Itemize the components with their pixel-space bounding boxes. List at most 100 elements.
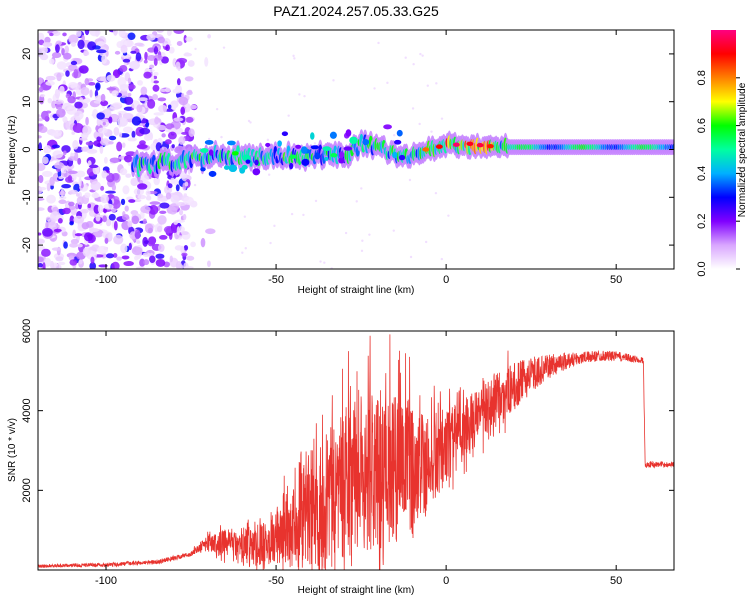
heatmap-cell [108, 135, 117, 141]
heatmap-cell [81, 132, 89, 139]
heatmap-cell [184, 181, 189, 187]
heatmap-cell [137, 97, 148, 102]
heatmap-cell [204, 57, 209, 67]
heatmap-cell [200, 237, 206, 248]
heatmap-cell [116, 256, 122, 261]
heatmap-cell [149, 255, 156, 263]
heatmap-cell [140, 86, 148, 96]
heatmap-cell [83, 232, 93, 242]
y-tick-label: 0 [21, 146, 33, 152]
heatmap-cell [38, 174, 44, 184]
heatmap-cell [131, 130, 136, 139]
heatmap-cell [108, 213, 116, 221]
heatmap-cell [38, 47, 46, 52]
x-tick-label: -100 [95, 274, 117, 286]
heatmap-cell [207, 137, 211, 141]
heatmap-cell [59, 85, 65, 94]
heatmap-cell [181, 252, 188, 257]
heatmap-cell [38, 263, 43, 268]
heatmap-cell [38, 77, 43, 85]
heatmap-cell [476, 142, 484, 148]
heatmap-cell [220, 135, 223, 139]
heatmap-cell [68, 189, 79, 195]
heatmap-cell [396, 129, 403, 137]
heatmap-cell [123, 261, 134, 267]
heatmap-cell [73, 68, 79, 79]
colorbar-tick-label: 0.0 [696, 261, 708, 276]
heatmap-cell [89, 228, 100, 232]
heatmap-cell [74, 101, 83, 109]
heatmap-cell [383, 124, 392, 130]
heatmap-cell [119, 168, 128, 176]
heatmap-cell [122, 142, 126, 148]
heatmap-cell [188, 128, 195, 137]
heatmap-cell [122, 113, 134, 120]
heatmap-cell [65, 70, 70, 77]
y-tick-label: 2000 [21, 478, 33, 502]
heatmap-cell [187, 60, 195, 67]
heatmap-cell [41, 170, 53, 178]
heatmap-cell [319, 260, 322, 263]
heatmap-cell [58, 199, 67, 205]
heatmap-cell [149, 201, 161, 205]
heatmap-cell [56, 108, 66, 118]
heatmap-cell [310, 132, 315, 140]
heatmap-cell [265, 142, 271, 147]
heatmap-cell [254, 159, 259, 166]
heatmap-cell [56, 61, 67, 70]
heatmap-cell [76, 243, 83, 248]
heatmap-cell [75, 170, 86, 178]
heatmap-cell [153, 58, 158, 66]
heatmap-cell [184, 52, 190, 57]
heatmap-cell [176, 41, 183, 47]
heatmap-cell [142, 218, 147, 225]
heatmap-cell [108, 141, 114, 145]
heatmap-cell [76, 192, 80, 197]
x-tick-label: -100 [95, 575, 117, 587]
heatmap-cell [99, 144, 104, 155]
heatmap-cell [281, 131, 289, 137]
heatmap-cell [56, 224, 60, 228]
heatmap-cell [61, 184, 72, 189]
heatmap-cell [68, 201, 75, 207]
snr-ylabel: SNR (10 * v/v) [7, 418, 18, 482]
heatmap-cell [447, 214, 450, 217]
snr-frame [37, 330, 675, 571]
heatmap-cell [418, 122, 421, 126]
heatmap-cell [118, 30, 126, 38]
heatmap-cell [338, 151, 345, 159]
colorbar-tick-label: 0.8 [696, 70, 708, 85]
heatmap-cell [52, 150, 64, 159]
heatmap-cell [147, 98, 156, 109]
heatmap-cell [159, 235, 168, 240]
heatmap-cell [290, 212, 294, 216]
heatmap-cell [102, 215, 107, 223]
heatmap-cell [95, 82, 101, 91]
heatmap-cell [72, 140, 79, 150]
heatmap-cell [80, 208, 89, 214]
heatmap-cell [330, 153, 338, 158]
heatmap-cell [223, 165, 230, 170]
heatmap-cell [355, 200, 358, 203]
heatmap-cell [97, 204, 104, 214]
heatmap-cell [183, 266, 194, 269]
heatmap-cell [153, 46, 159, 55]
heatmap-cell [113, 220, 118, 231]
heatmap-cell [118, 132, 123, 138]
heatmap-cell [45, 221, 49, 229]
heatmap-cell [105, 253, 114, 259]
colorbar-tick-label: 0.6 [696, 118, 708, 133]
heatmap-cell [323, 261, 326, 264]
heatmap-cell [86, 148, 98, 154]
heatmap-cell [360, 249, 364, 253]
heatmap-cell [394, 139, 402, 145]
heatmap-cell [180, 245, 185, 254]
heatmap-cell [127, 32, 136, 40]
heatmap-cell [181, 92, 185, 99]
heatmap-cell [158, 104, 168, 113]
heatmap-cell [143, 134, 152, 141]
heatmap-cell [78, 177, 82, 187]
heatmap-cell [289, 154, 297, 159]
heatmap-cell [150, 74, 155, 84]
